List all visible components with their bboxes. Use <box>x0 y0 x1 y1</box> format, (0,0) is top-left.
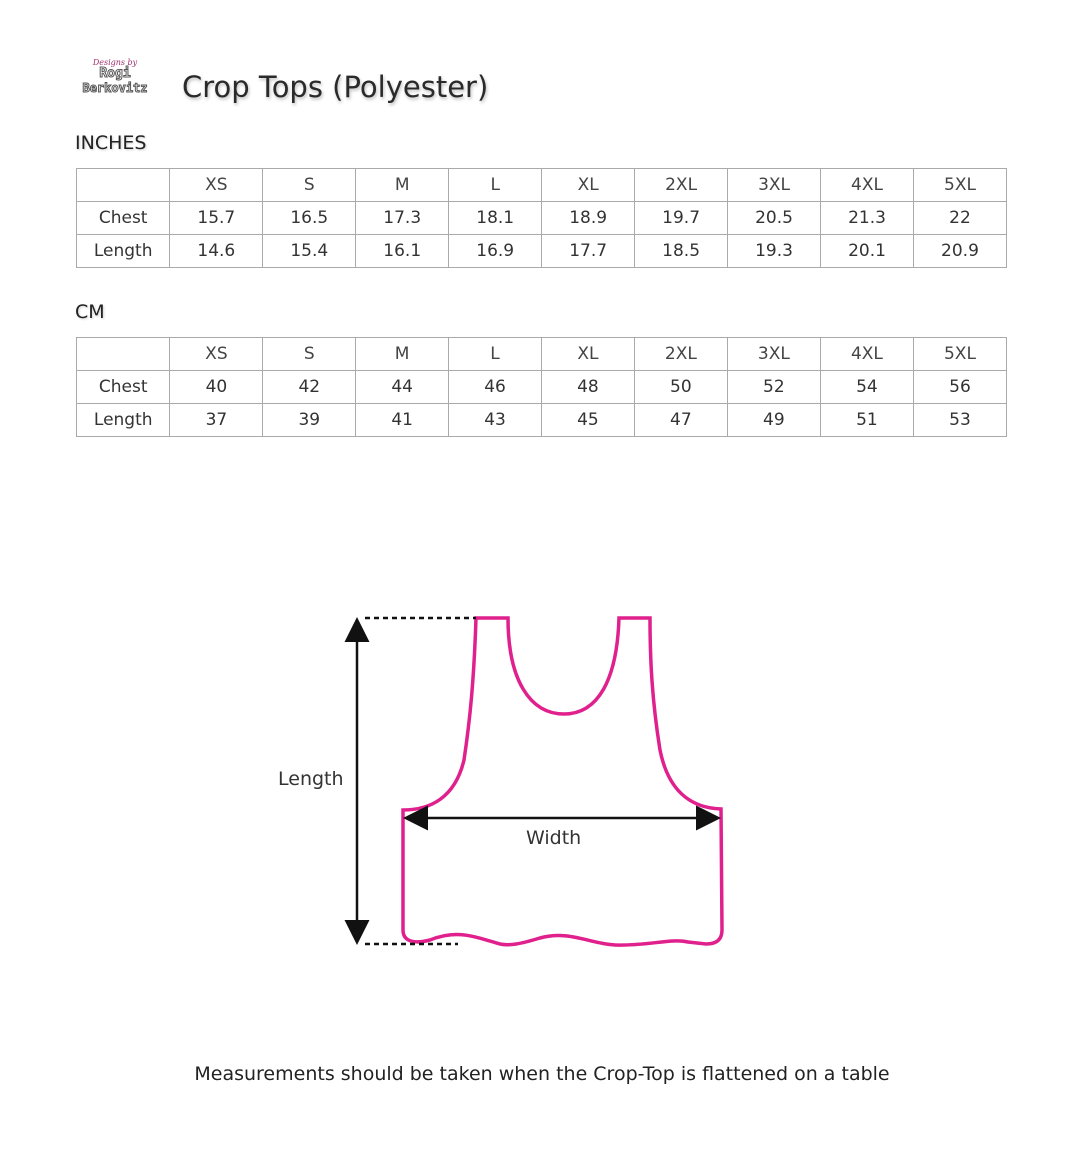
cell: 50 <box>633 370 728 404</box>
cell: 20.5 <box>727 201 822 235</box>
cell: 39 <box>262 403 357 437</box>
cm-table: XS S M L XL 2XL 3XL 4XL 5XL Chest 40 42 44 46 48 50 52… <box>75 337 1008 437</box>
cell: 22 <box>912 201 1008 235</box>
cell: 43 <box>448 403 542 437</box>
brand-logo: Designs by Rogi Berkovitz <box>72 58 158 108</box>
table-row: Length 14.6 15.4 16.1 16.9 17.7 18.5 19.3 20.1 2… <box>75 234 1008 268</box>
cell: 53 <box>912 403 1008 437</box>
cell: 15.4 <box>262 234 357 268</box>
cell: 19.3 <box>727 234 822 268</box>
logo-text: Designs by <box>92 58 138 67</box>
cell: 16.1 <box>355 234 450 268</box>
size-header: 2XL <box>633 337 728 371</box>
crop-top-outline <box>401 616 724 947</box>
size-header: 5XL <box>912 337 1008 371</box>
inches-heading: INCHES <box>75 132 147 154</box>
size-header: L <box>448 337 542 371</box>
logo-text: Rogi <box>99 66 131 81</box>
cell: 47 <box>633 403 728 437</box>
cell: 21.3 <box>820 201 914 235</box>
cell: 46 <box>448 370 542 404</box>
size-header: 4XL <box>819 337 914 371</box>
size-header: M <box>355 337 450 371</box>
row-label: Length <box>75 234 171 268</box>
row-label: Length <box>75 403 171 437</box>
cell: 45 <box>540 403 635 437</box>
cell: 49 <box>726 403 821 437</box>
cell: 20.1 <box>820 234 914 268</box>
cell: 37 <box>169 403 264 437</box>
size-header: 3XL <box>726 337 821 371</box>
table-row: Chest 40 42 44 46 48 50 52 54 56 <box>75 370 1008 404</box>
length-label: Length <box>278 768 344 790</box>
cell: 18.5 <box>634 234 729 268</box>
size-header: 5XL <box>912 168 1008 202</box>
logo-text: Berkovitz <box>82 81 148 96</box>
size-header-row: XS S M L XL 2XL 3XL 4XL 5XL <box>75 337 1008 371</box>
cell: 19.7 <box>634 201 729 235</box>
size-header-row: XS S M L XL 2XL 3XL 4XL 5XL <box>75 168 1008 202</box>
measurement-note: Measurements should be taken when the Cr… <box>194 1063 890 1085</box>
cell: 20.9 <box>912 234 1008 268</box>
cell: 52 <box>726 370 821 404</box>
cell: 41 <box>355 403 450 437</box>
table-row: Length 37 39 41 43 45 47 49 51 53 <box>75 403 1008 437</box>
page-title: Crop Tops (Polyester) <box>182 70 489 104</box>
width-label: Width <box>526 827 582 849</box>
cell: 15.7 <box>169 201 264 235</box>
size-header: 4XL <box>820 168 914 202</box>
inches-table: XS S M L XL 2XL 3XL 4XL 5XL Chest 15.7 16.5 17.3 18… <box>75 168 1008 268</box>
cell: 14.6 <box>169 234 264 268</box>
size-header: S <box>262 168 357 202</box>
cm-heading: CM <box>75 301 105 323</box>
size-header: M <box>355 168 450 202</box>
size-header: XL <box>540 337 635 371</box>
size-header: XL <box>541 168 636 202</box>
